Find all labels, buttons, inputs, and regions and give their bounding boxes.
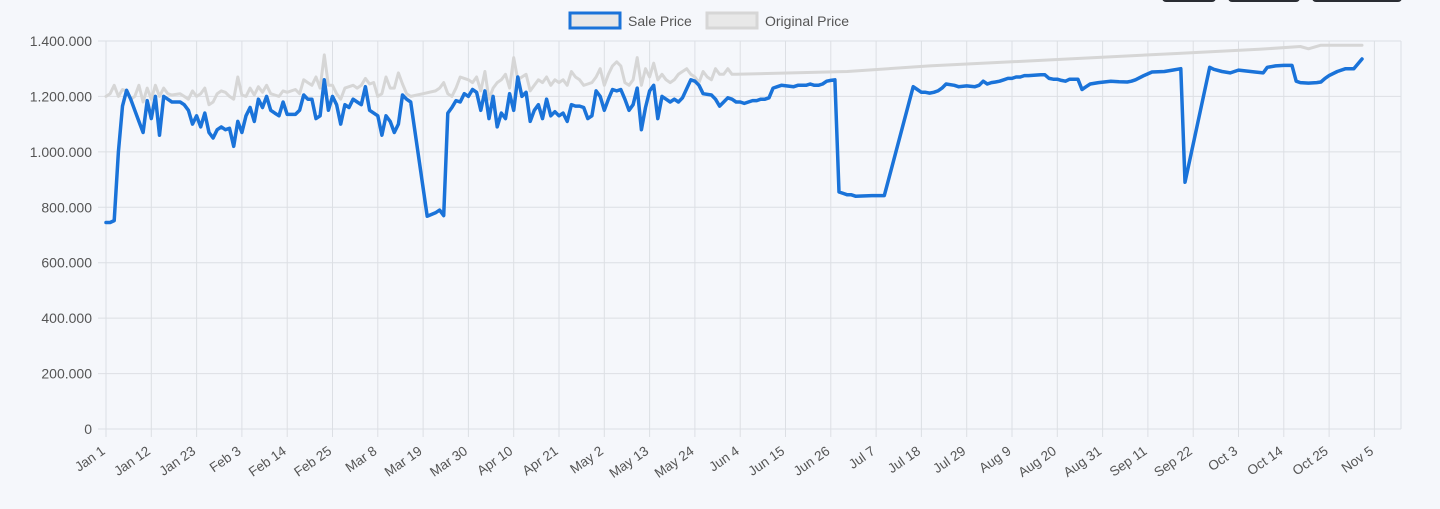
y-tick-label: 400.000: [41, 310, 92, 326]
legend-label-original-price: Original Price: [765, 13, 849, 29]
legend-swatch-sale-price: [568, 11, 622, 30]
x-tick-label: May 24: [652, 443, 697, 481]
x-tick-label: Sep 22: [1151, 443, 1195, 480]
x-tick-label: Jul 18: [885, 443, 923, 476]
x-tick-label: Jan 23: [157, 443, 199, 479]
legend-item-sale-price[interactable]: Sale Price: [568, 11, 692, 30]
series-line-sale-price: [104, 57, 1364, 225]
x-tick-label: Apr 10: [474, 443, 515, 478]
x-tick-label: Jun 26: [791, 443, 833, 479]
x-tick-label: May 13: [606, 443, 651, 481]
x-tick-label: Jul 7: [846, 443, 878, 472]
x-tick-label: Oct 14: [1244, 443, 1286, 478]
y-tick-label: 1.000.000: [30, 144, 92, 160]
x-tick-label: Nov 5: [1339, 443, 1377, 476]
x-tick-label: Jan 1: [72, 443, 108, 474]
legend-swatch-original-price: [705, 11, 759, 30]
x-tick-label: Jul 29: [930, 443, 968, 476]
y-tick-label: 0: [84, 421, 92, 437]
x-tick-label: Oct 3: [1205, 443, 1240, 474]
grid: [98, 40, 1402, 437]
x-tick-label: Mar 19: [382, 443, 425, 479]
y-tick-label: 600.000: [41, 255, 92, 271]
legend-item-original-price[interactable]: Original Price: [705, 11, 849, 30]
y-tick-label: 1.200.000: [30, 88, 92, 104]
x-tick-label: Jan 12: [111, 443, 153, 479]
legend-label-sale-price: Sale Price: [628, 13, 692, 29]
x-tick-label: Jun 4: [706, 443, 742, 475]
x-tick-label: Mar 30: [427, 443, 470, 479]
x-tick-label: Oct 25: [1290, 443, 1331, 478]
series-line-original-price: [104, 43, 1364, 107]
x-tick-label: May 2: [567, 443, 606, 476]
x-tick-label: Mar 8: [343, 443, 380, 475]
x-tick-label: Aug 20: [1015, 443, 1059, 480]
axes: 0 200.000 400.000 600.000 800.000 1.000.000 1.…: [30, 33, 1376, 481]
legend[interactable]: Sale Price Original Price: [568, 11, 849, 30]
toolbar-button[interactable]: [1162, 0, 1216, 2]
x-tick-label: Sep 11: [1107, 443, 1150, 479]
toolbar-button[interactable]: [1228, 0, 1300, 2]
x-tick-label: Feb 14: [246, 443, 289, 480]
y-tick-label: 200.000: [41, 366, 92, 382]
x-tick-label: Feb 25: [291, 443, 334, 479]
x-tick-label: Feb 3: [207, 443, 244, 475]
x-tick-label: Aug 9: [976, 443, 1014, 476]
x-tick-label: Aug 31: [1061, 443, 1105, 480]
toolbar-button[interactable]: [1312, 0, 1402, 2]
x-tick-label: Apr 21: [520, 443, 561, 478]
y-tick-label: 1.400.000: [30, 33, 92, 49]
x-tick-label: Jun 15: [745, 443, 787, 479]
series-layer: [104, 43, 1364, 225]
y-tick-label: 800.000: [41, 199, 92, 215]
